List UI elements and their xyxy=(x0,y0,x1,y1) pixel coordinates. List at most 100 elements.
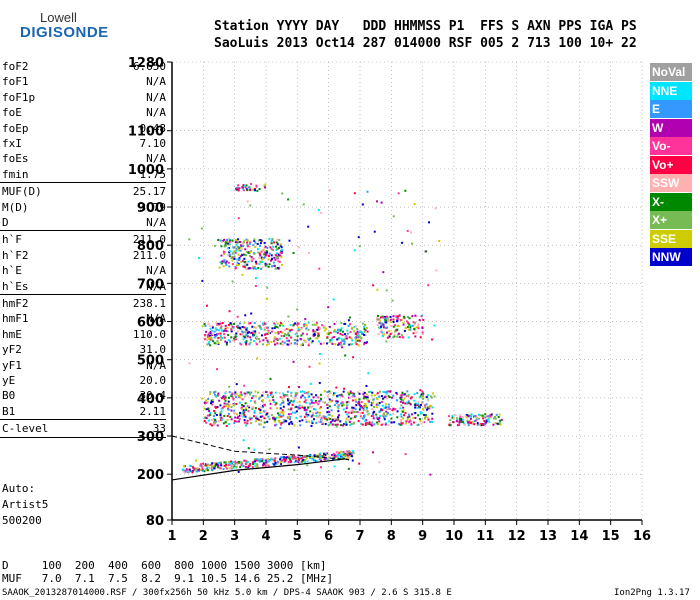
data-point xyxy=(286,398,289,401)
data-point xyxy=(288,386,291,389)
data-point xyxy=(263,326,266,329)
data-point xyxy=(257,418,260,421)
data-point xyxy=(255,260,258,263)
data-point xyxy=(281,409,284,412)
data-point xyxy=(295,405,298,408)
data-point xyxy=(243,459,246,462)
data-point xyxy=(302,459,305,462)
data-point xyxy=(310,415,313,418)
data-point xyxy=(267,342,270,345)
data-point xyxy=(215,395,218,398)
data-point xyxy=(207,414,210,417)
data-point xyxy=(278,266,281,269)
data-point xyxy=(485,420,488,423)
data-point xyxy=(312,414,315,417)
data-point xyxy=(238,414,241,417)
data-point xyxy=(379,414,382,417)
data-point xyxy=(347,467,350,470)
param-value: 33 xyxy=(152,422,166,436)
data-point xyxy=(251,461,254,464)
data-point xyxy=(362,415,365,418)
y-tick-label: 300 xyxy=(137,430,164,445)
data-point xyxy=(207,407,210,410)
data-point xyxy=(309,382,312,385)
data-point xyxy=(249,322,252,325)
data-point xyxy=(320,420,323,423)
data-point xyxy=(246,330,249,333)
data-point xyxy=(465,413,468,416)
data-point xyxy=(214,333,217,336)
data-point xyxy=(360,422,363,425)
data-point xyxy=(246,263,249,266)
data-point xyxy=(259,411,262,414)
data-point xyxy=(358,398,361,401)
data-point xyxy=(223,464,226,467)
data-point xyxy=(231,263,234,266)
data-point xyxy=(384,406,387,409)
data-point xyxy=(367,390,370,393)
data-point xyxy=(476,423,479,426)
data-point xyxy=(217,329,220,332)
data-point xyxy=(189,464,192,467)
data-point xyxy=(430,396,433,399)
data-point xyxy=(396,416,399,419)
data-point xyxy=(245,238,248,241)
data-point xyxy=(396,318,399,321)
data-point xyxy=(264,245,267,248)
data-point xyxy=(269,402,272,405)
data-point xyxy=(253,411,256,414)
data-point xyxy=(455,417,458,420)
data-point xyxy=(452,417,455,420)
data-point xyxy=(215,328,218,331)
data-point xyxy=(344,322,347,325)
data-point xyxy=(306,415,309,418)
data-point xyxy=(352,421,355,424)
data-point xyxy=(340,341,343,344)
data-point xyxy=(447,415,450,418)
data-point xyxy=(357,334,360,337)
data-point xyxy=(382,323,385,326)
data-point xyxy=(481,422,484,425)
data-point xyxy=(247,186,250,189)
data-point xyxy=(307,413,310,416)
data-point xyxy=(297,329,300,332)
data-point xyxy=(264,461,267,464)
data-point xyxy=(230,336,233,339)
data-point xyxy=(345,413,348,416)
data-point xyxy=(260,267,263,270)
param-name: foF2 xyxy=(2,60,29,73)
data-point xyxy=(370,423,373,426)
data-point xyxy=(223,461,226,464)
data-point xyxy=(376,318,379,321)
data-point xyxy=(208,464,211,467)
data-point xyxy=(355,404,358,407)
data-point xyxy=(270,254,273,257)
data-point xyxy=(385,422,388,425)
data-point xyxy=(217,322,220,325)
data-point xyxy=(195,459,198,462)
data-point xyxy=(387,395,390,398)
data-point xyxy=(228,467,231,470)
data-point xyxy=(389,315,392,318)
data-point xyxy=(207,335,210,338)
data-point xyxy=(250,338,253,341)
data-point xyxy=(258,252,261,255)
data-point xyxy=(252,244,255,247)
data-point xyxy=(286,390,289,393)
data-point xyxy=(380,201,383,204)
data-point xyxy=(373,394,376,397)
param-name: yF2 xyxy=(2,343,22,357)
data-point xyxy=(291,457,294,460)
data-point xyxy=(301,406,304,409)
data-point xyxy=(356,339,359,342)
data-point xyxy=(311,405,314,408)
data-point xyxy=(372,401,375,404)
data-point xyxy=(331,342,334,345)
data-point xyxy=(348,420,351,423)
data-point xyxy=(219,404,222,407)
data-point xyxy=(261,458,264,461)
data-point xyxy=(419,403,422,406)
data-point xyxy=(250,417,253,420)
data-point xyxy=(308,420,311,423)
data-point xyxy=(467,424,470,427)
